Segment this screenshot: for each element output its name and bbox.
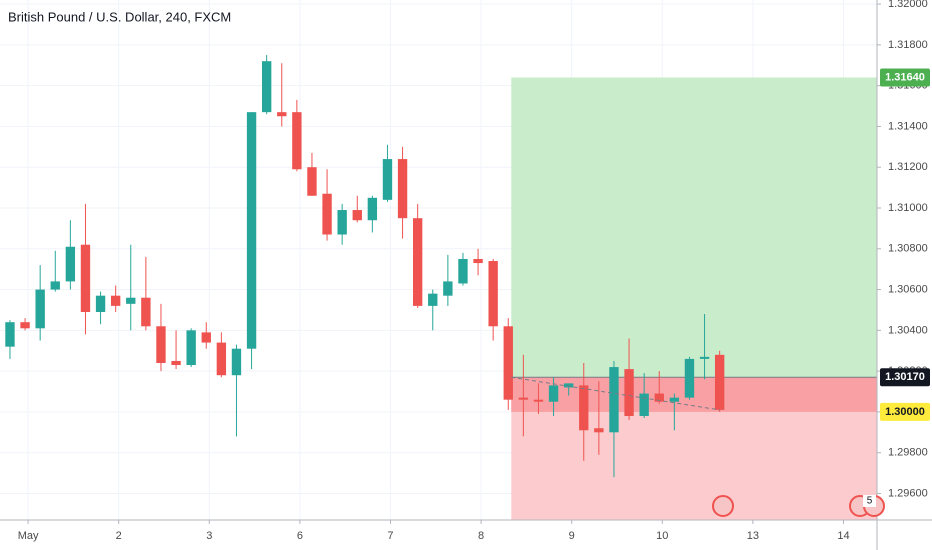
candle-body [669,397,680,402]
candle-body [458,258,468,284]
position-zone [511,77,877,520]
candle-body [639,393,649,416]
y-tick-label: 1.31200 [888,161,928,173]
candle-body [352,210,362,221]
event-badge [712,495,734,517]
x-tick-label: 3 [206,530,212,542]
x-tick-label: 7 [387,530,393,542]
axes: 1.296001.298001.300001.302001.304001.306… [18,0,930,542]
candle-body [126,297,136,304]
candle-body [231,348,242,376]
candle-body [654,393,664,402]
candle-body [684,358,695,398]
candle-body [80,244,91,312]
candle-body [594,428,604,433]
y-tick-label: 1.30800 [888,243,928,255]
candle-body [65,246,76,282]
event-count: 5 [867,496,873,507]
candle-body [171,360,181,366]
price-label: 1.31640 [885,71,925,83]
price-label-bg [880,402,930,421]
candle-body [533,399,544,402]
candle-body [201,332,211,343]
candle-body [20,322,30,329]
candle-body [322,193,332,235]
candle-body [95,295,106,312]
price-label-bg [880,368,930,387]
candle-body [428,293,438,306]
candle-body [699,356,710,359]
candle-body [110,295,121,306]
candle-body [35,289,45,329]
price-label-bg [880,68,930,87]
y-tick-label: 1.31000 [888,202,928,214]
y-tick-label: 1.29600 [888,487,928,499]
x-tick-label: 13 [747,530,759,542]
candle-body [563,383,574,388]
price-label: 1.30170 [885,371,925,383]
candle-body [624,369,634,416]
x-tick-label: 9 [569,530,575,542]
candle-body [548,385,559,402]
candle-body [50,281,60,290]
candle-body [518,397,529,400]
candle-body [216,342,227,376]
y-tick-label: 1.30400 [888,324,928,336]
candle-body [367,197,378,221]
y-tick-label: 1.30600 [888,283,928,295]
x-tick-label: 14 [837,530,849,542]
candle-body [246,112,257,349]
x-tick-label: 6 [297,530,303,542]
y-tick-label: 1.31800 [888,39,928,51]
candle-body [261,61,272,113]
x-tick-label: 10 [656,530,668,542]
badge-count-bg [863,495,876,507]
chart-title: British Pound / U.S. Dollar, 240, FXCM [8,9,231,24]
event-badges: 5 [712,495,885,517]
candle-body [412,218,423,306]
candle-body [292,112,302,170]
candle-body [443,281,453,296]
candle-body [156,326,166,363]
candle-body [382,159,393,200]
candle-body [141,297,151,327]
y-tick-label: 1.29800 [888,447,928,459]
x-tick-label: 8 [478,530,484,542]
candle-body [337,210,347,235]
y-tick-label: 1.32000 [888,0,928,10]
trade-path [511,376,720,411]
candle-body [186,330,196,366]
candle-body [473,258,483,264]
candle-body [503,326,513,400]
y-tick-label: 1.31400 [888,120,928,132]
candle-body [609,367,619,433]
x-tick-label: 2 [116,530,122,542]
candle-body [397,159,408,219]
price-label: 1.30000 [885,406,925,418]
candle-body [277,112,287,117]
x-tick-label: May [18,530,39,542]
candle-body [714,354,725,410]
candle-body [307,167,317,196]
candle-body [579,385,589,431]
candle-body [488,261,498,327]
candles [5,55,725,478]
target-zone [511,77,877,378]
candle-body [5,322,15,347]
